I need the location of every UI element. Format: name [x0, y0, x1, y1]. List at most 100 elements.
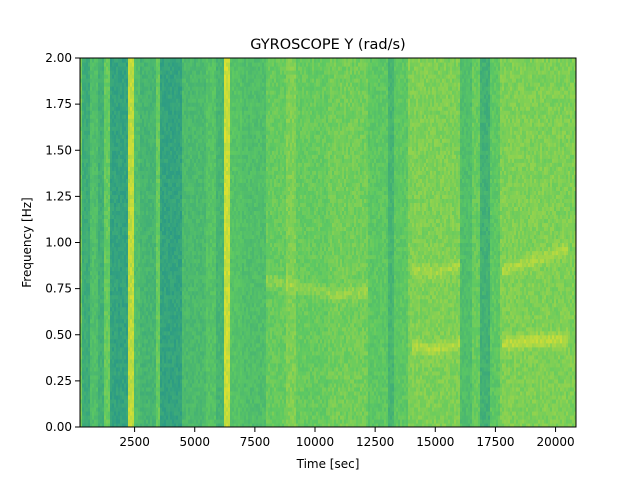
spectrogram-cell: [136, 370, 139, 376]
spectrogram-cell: [136, 142, 139, 147]
spectrogram-cell: [130, 242, 133, 248]
spectrogram-cell: [138, 354, 141, 360]
spectrogram-cell: [122, 90, 125, 95]
spectrogram-cell: [96, 362, 99, 368]
spectrogram-cell: [112, 394, 115, 400]
spectrogram-cell: [82, 366, 85, 372]
spectrogram-cell: [92, 78, 95, 83]
spectrogram-cell: [84, 226, 87, 232]
spectrogram-cell: [140, 410, 143, 416]
spectrogram-cell: [130, 322, 133, 328]
spectrogram-cell: [138, 250, 141, 256]
spectrogram-cell: [96, 374, 99, 380]
spectrogram-cell: [86, 174, 89, 179]
spectrogram-cell: [100, 318, 103, 324]
spectrogram-cell: [116, 146, 119, 151]
spectrogram-cell: [100, 334, 103, 340]
spectrogram-cell: [100, 106, 103, 111]
spectrogram-cell: [120, 206, 123, 212]
spectrogram-cell: [124, 390, 127, 396]
spectrogram-cell: [114, 202, 117, 207]
spectrogram-cell: [96, 98, 99, 103]
spectrogram-cell: [90, 110, 93, 115]
spectrogram-cell: [92, 182, 95, 187]
spectrogram-cell: [114, 74, 117, 79]
spectrogram-cell: [96, 90, 99, 95]
spectrogram-cell: [108, 162, 111, 167]
spectrogram-cell: [116, 382, 119, 388]
spectrogram-cell: [136, 130, 139, 135]
spectrogram-cell: [92, 362, 95, 368]
spectrogram-cell: [136, 226, 139, 232]
spectrogram-cell: [96, 270, 99, 276]
spectrogram-cell: [138, 330, 141, 336]
spectrogram-cell: [116, 330, 119, 336]
spectrogram-cell: [98, 102, 101, 107]
spectrogram-cell: [124, 338, 127, 344]
spectrogram-cell: [98, 286, 101, 292]
spectrogram-cell: [108, 218, 111, 224]
spectrogram-cell: [84, 330, 87, 336]
spectrogram-cell: [130, 186, 133, 191]
spectrogram-cell: [92, 174, 95, 179]
spectrogram-cell: [112, 290, 115, 296]
spectrogram-cell: [132, 230, 135, 236]
spectrogram-cell: [86, 194, 89, 199]
spectrogram-cell: [90, 102, 93, 107]
spectrogram-cell: [92, 86, 95, 91]
spectrogram-cell: [124, 66, 127, 71]
spectrogram-cell: [126, 130, 129, 135]
spectrogram-cell: [90, 314, 93, 320]
spectrogram-cell: [80, 362, 83, 368]
spectrogram-cell: [82, 274, 85, 280]
spectrogram-cell: [136, 298, 139, 304]
spectrogram-cell: [122, 250, 125, 256]
spectrogram-cell: [88, 62, 91, 67]
spectrogram-cell: [108, 186, 111, 191]
spectrogram-cell: [92, 110, 95, 115]
spectrogram-cell: [94, 402, 97, 408]
spectrogram-cell: [112, 170, 115, 175]
spectrogram-cell: [102, 78, 105, 83]
spectrogram-cell: [90, 186, 93, 191]
spectrogram-cell: [124, 354, 127, 360]
spectrogram-cell: [90, 194, 93, 199]
spectrogram-cell: [82, 418, 85, 424]
spectrogram-cell: [122, 226, 125, 232]
spectrogram-cell: [82, 342, 85, 348]
spectrogram-cell: [132, 326, 135, 332]
spectrogram-cell: [100, 406, 103, 412]
spectrogram-cell: [116, 142, 119, 147]
spectrogram-cell: [88, 78, 91, 83]
spectrogram-cell: [130, 126, 133, 131]
spectrogram-cell: [104, 154, 107, 159]
spectrogram-cell: [110, 250, 113, 256]
spectrogram-cell: [80, 410, 83, 416]
spectrogram-cell: [94, 346, 97, 352]
spectrogram-cell: [86, 374, 89, 380]
spectrogram-cell: [90, 154, 93, 159]
spectrogram-cell: [138, 294, 141, 300]
spectrogram-cell: [110, 214, 113, 220]
spectrogram-cell: [104, 286, 107, 292]
spectrogram-cell: [108, 170, 111, 175]
spectrogram-cell: [110, 138, 113, 143]
spectrogram-cell: [116, 214, 119, 220]
spectrogram-cell: [98, 314, 101, 320]
spectrogram-cell: [130, 174, 133, 179]
spectrogram-cell: [118, 290, 121, 296]
spectrogram-cell: [104, 194, 107, 199]
spectrogram-cell: [98, 190, 101, 195]
spectrogram-cell: [82, 334, 85, 340]
spectrogram-cell: [132, 70, 135, 75]
spectrogram-cell: [124, 394, 127, 400]
spectrogram-cell: [118, 102, 121, 107]
spectrogram-cell: [98, 150, 101, 155]
spectrogram-cell: [120, 82, 123, 87]
spectrogram-cell: [138, 190, 141, 195]
spectrogram-cell: [104, 274, 107, 280]
spectrogram-cell: [118, 214, 121, 220]
spectrogram-cell: [98, 118, 101, 123]
spectrogram-cell: [102, 158, 105, 163]
